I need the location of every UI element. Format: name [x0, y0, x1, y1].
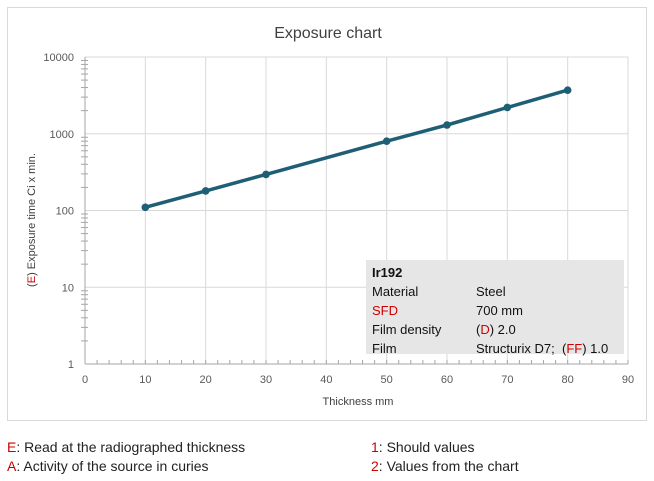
data-point — [443, 121, 451, 129]
footnote-e: E: Read at the radiographed thickness — [7, 439, 245, 455]
x-tick-label: 40 — [320, 374, 332, 386]
y-tick-label: 10 — [62, 282, 74, 294]
chart-title: Exposure chart — [274, 25, 382, 42]
footnote-2-text: : Values from the chart — [378, 458, 519, 474]
x-tick-label: 10 — [139, 374, 151, 386]
footnote-1: 1: Should values — [371, 439, 475, 455]
info-film-row: Film Structurix D7; (FF) 1.0 — [372, 339, 618, 358]
sfd-value: 700 mm — [476, 303, 523, 318]
x-tick-label: 50 — [381, 374, 393, 386]
y-axis-label-text: ) Exposure time Ci x min. — [26, 153, 38, 276]
film-factor-close: ) 1.0 — [582, 341, 609, 356]
x-tick-label: 0 — [82, 374, 88, 386]
film-name: Structurix D7; — [476, 341, 555, 356]
y-axis-label: (E) Exposure time Ci x min. — [26, 153, 38, 287]
axes — [81, 57, 629, 365]
x-tick-labels: 0 10 20 30 40 50 60 70 80 90 — [82, 374, 634, 386]
source-name: Ir192 — [372, 265, 403, 280]
x-tick-label: 20 — [200, 374, 212, 386]
legend-footnotes: E: Read at the radiographed thickness A:… — [0, 438, 654, 481]
x-axis-label: Thickness mm — [323, 396, 394, 408]
y-tick-label: 100 — [56, 206, 74, 218]
film-density-label: Film density — [372, 322, 442, 337]
y-tick-labels: 1 10 100 1000 10000 — [43, 52, 74, 371]
info-sfd-row: SFD 700 mm — [372, 301, 618, 320]
sfd-label: SFD — [372, 303, 398, 318]
y-tick-label: 1000 — [50, 129, 74, 141]
footnote-a: A: Activity of the source in curies — [7, 458, 209, 474]
x-tick-label: 90 — [622, 374, 634, 386]
footnote-1-text: : Should values — [378, 439, 475, 455]
footnote-a-text: : Activity of the source in curies — [16, 458, 209, 474]
material-label: Material — [372, 284, 419, 299]
footnote-1-key: 1 — [371, 439, 379, 455]
density-key: D — [480, 322, 490, 337]
material-value: Steel — [476, 284, 506, 299]
footnote-2: 2: Values from the chart — [371, 458, 519, 474]
data-point — [141, 203, 150, 212]
footnote-e-key: E — [7, 439, 17, 455]
film-density-value: (D) 2.0 — [476, 320, 516, 339]
y-tick-label: 10000 — [43, 52, 74, 64]
x-tick-label: 60 — [441, 374, 453, 386]
data-point — [382, 137, 391, 145]
footnote-e-text: : Read at the radiographed thickness — [16, 439, 246, 455]
film-label: Film — [372, 341, 397, 356]
series-layer — [141, 86, 572, 212]
info-density-row: Film density (D) 2.0 — [372, 320, 618, 339]
x-tick-label: 30 — [260, 374, 272, 386]
x-tick-label: 80 — [562, 374, 574, 386]
y-axis-label-key: E — [26, 276, 38, 283]
film-factor-key: FF — [566, 341, 583, 356]
density-open: ( — [476, 322, 481, 337]
exposure-chart: Exposure chart 0 10 20 30 40 50 60 70 80 90 1 10 10… — [26, 25, 634, 408]
density-close: ) 2.0 — [489, 322, 516, 337]
chart-area: Exposure chart 0 10 20 30 40 50 60 70 80 90 1 10 10… — [7, 7, 647, 421]
footnote-a-key: A — [7, 458, 17, 474]
data-point — [262, 170, 270, 179]
film-value: Structurix D7; (FF) 1.0 — [476, 339, 608, 358]
y-axis-label-open: ( — [26, 283, 38, 287]
y-tick-label: 1 — [68, 359, 74, 371]
info-heading-row: Ir192 — [372, 263, 618, 282]
data-point — [201, 187, 210, 195]
footnote-2-key: 2 — [371, 458, 379, 474]
data-point — [563, 86, 572, 94]
info-material-row: Material Steel — [372, 282, 618, 301]
data-point — [503, 103, 512, 112]
film-factor-open: ( — [561, 341, 567, 356]
exposure-parameters-box: Ir192 Material Steel SFD 700 mm Film den… — [366, 260, 624, 356]
x-tick-label: 70 — [501, 374, 513, 386]
